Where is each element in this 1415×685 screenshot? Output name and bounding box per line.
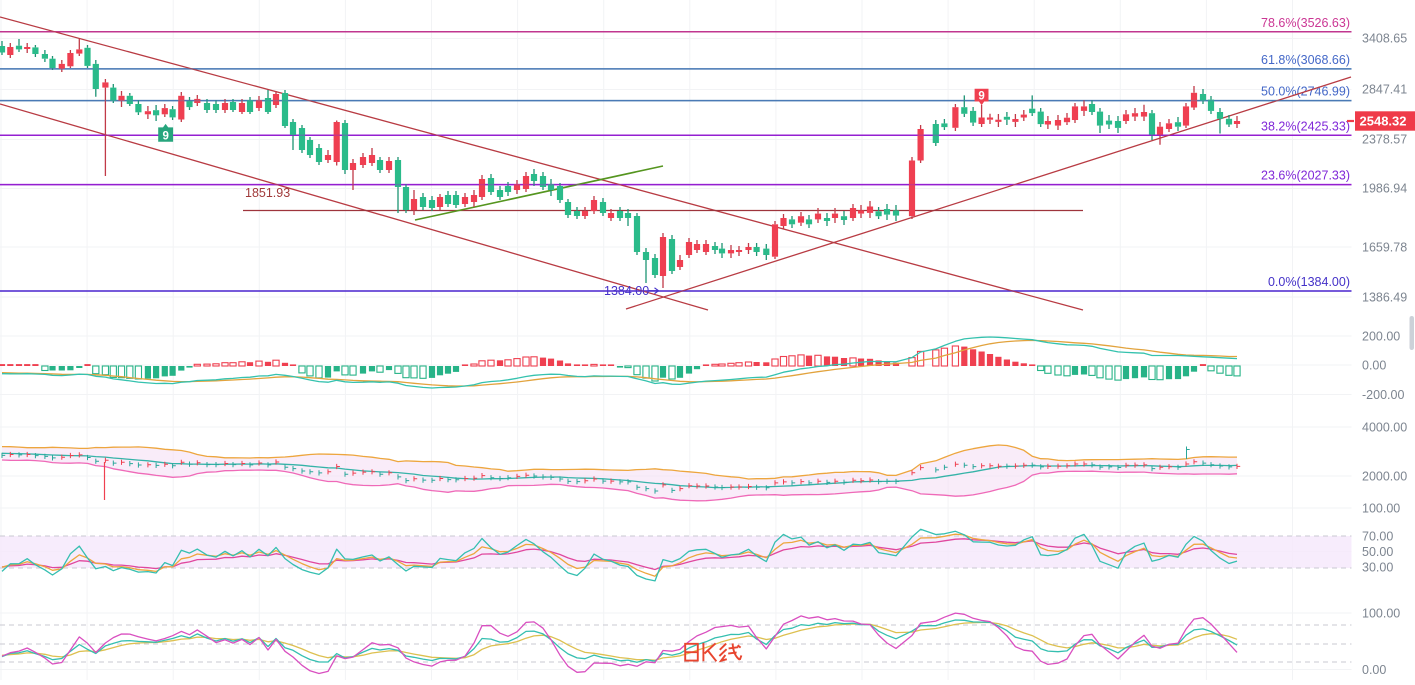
svg-text:30.00: 30.00: [1362, 560, 1393, 574]
svg-text:1384.00: 1384.00: [604, 284, 649, 298]
svg-text:0.00: 0.00: [1362, 358, 1386, 372]
svg-text:2548.32: 2548.32: [1360, 114, 1407, 129]
svg-text:9: 9: [978, 91, 984, 103]
svg-text:50.00: 50.00: [1362, 545, 1393, 559]
svg-text:38.2%(2425.33): 38.2%(2425.33): [1261, 119, 1350, 133]
svg-text:-200.00: -200.00: [1362, 388, 1404, 402]
svg-text:61.8%(3068.66): 61.8%(3068.66): [1261, 53, 1350, 67]
svg-text:70.00: 70.00: [1362, 529, 1393, 543]
svg-text:2847.41: 2847.41: [1362, 82, 1407, 96]
svg-text:1851.93: 1851.93: [245, 186, 290, 200]
svg-text:3408.65: 3408.65: [1362, 31, 1407, 45]
svg-text:2000.00: 2000.00: [1362, 469, 1407, 483]
svg-text:2378.57: 2378.57: [1362, 132, 1407, 146]
svg-text:78.6%(3526.63): 78.6%(3526.63): [1261, 16, 1350, 30]
svg-text:200.00: 200.00: [1362, 329, 1400, 343]
svg-text:100.00: 100.00: [1362, 501, 1400, 515]
svg-text:1986.94: 1986.94: [1362, 181, 1407, 195]
svg-text:1659.78: 1659.78: [1362, 240, 1407, 254]
svg-text:0.0%(1384.00): 0.0%(1384.00): [1268, 275, 1350, 289]
svg-text:100.00: 100.00: [1362, 606, 1400, 620]
svg-text:23.6%(2027.33): 23.6%(2027.33): [1261, 168, 1350, 182]
svg-text:0.00: 0.00: [1362, 663, 1386, 677]
svg-text:4000.00: 4000.00: [1362, 420, 1407, 434]
svg-text:1386.49: 1386.49: [1362, 290, 1407, 304]
svg-text:9: 9: [162, 130, 168, 142]
